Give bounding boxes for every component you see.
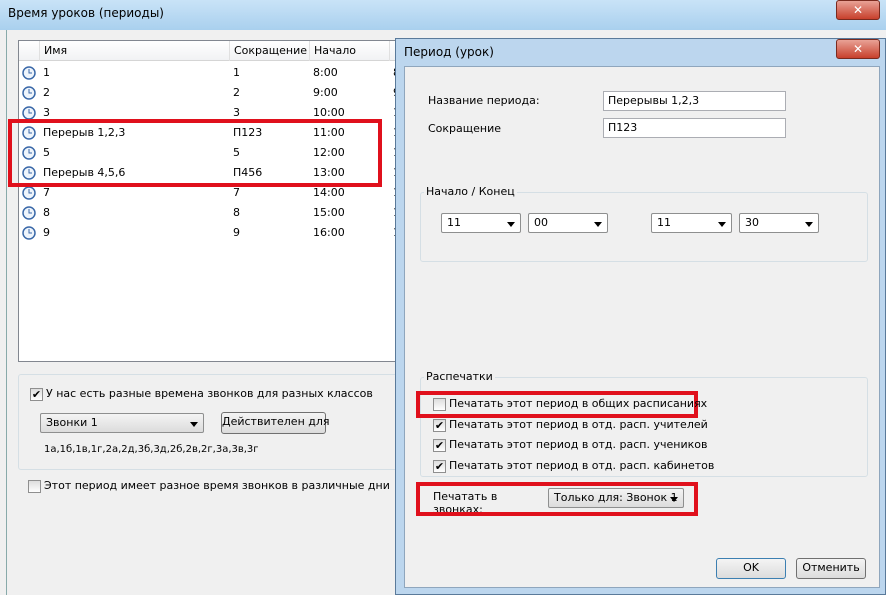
main-title-bar (0, 0, 886, 30)
print-option-checkbox[interactable]: ✔ (433, 418, 446, 432)
clock-icon (22, 106, 36, 120)
print-group (420, 377, 868, 477)
list-cell: 5 (43, 146, 50, 159)
main-title: Время уроков (периоды) (8, 6, 164, 20)
list-cell: 8:00 (313, 66, 338, 79)
cancel-button[interactable]: Отменить (796, 558, 866, 579)
different-bells-label: У нас есть разные времена звонков для ра… (46, 387, 373, 400)
print-option-label: Печатать этот период в отд. расп. кабине… (449, 458, 715, 472)
list-cell: 13:00 (313, 166, 345, 179)
list-cell: 2 (233, 86, 240, 99)
list-cell: 2 (43, 86, 50, 99)
clock-icon (22, 86, 36, 100)
time-group-label: Начало / Конец (424, 185, 517, 198)
print-in-bells-select[interactable]: Только для: Звонок 1 (548, 488, 684, 508)
dialog-title: Период (урок) (404, 45, 494, 59)
list-cell: 14:00 (313, 186, 345, 199)
list-cell: 1 (43, 66, 50, 79)
list-cell: 7 (233, 186, 240, 199)
main-close-button[interactable]: ✕ (836, 0, 880, 20)
start-minute-select[interactable]: 00 (528, 213, 608, 233)
clock-icon (22, 66, 36, 80)
different-days-label: Этот период имеет разное время звонков в… (44, 479, 390, 492)
list-cell: 8 (43, 206, 50, 219)
print-option-checkbox[interactable]: ✔ (433, 459, 446, 473)
column-header[interactable]: Имя (39, 41, 229, 61)
name-label: Название периода: (428, 94, 540, 107)
list-cell: 11:00 (313, 126, 345, 139)
bells-select[interactable]: Звонки 1 (40, 413, 204, 433)
list-cell: 15:00 (313, 206, 345, 219)
classes-text: 1а,1б,1в,1г,2а,2д,3б,3д,2б,2в,2г,3а,3в,3… (44, 444, 259, 455)
print-option-label: Печатать этот период в отд. расп. учител… (449, 417, 708, 431)
end-hour-select[interactable]: 11 (651, 213, 732, 233)
clock-icon (22, 146, 36, 160)
clock-icon (22, 206, 36, 220)
start-hour-select[interactable]: 11 (441, 213, 521, 233)
different-bells-checkbox[interactable]: ✔ (30, 388, 43, 401)
list-cell: 8 (233, 206, 240, 219)
list-cell: 9 (43, 226, 50, 239)
different-days-checkbox[interactable] (28, 480, 41, 493)
short-input[interactable]: П123 (603, 118, 786, 138)
print-in-bells-label: Печатать в звонках: (433, 490, 498, 514)
list-cell: 3 (43, 106, 50, 119)
print-option-checkbox[interactable]: ✔ (433, 439, 446, 452)
clock-icon (22, 186, 36, 200)
clock-icon (22, 166, 36, 180)
list-cell: 5 (233, 146, 240, 159)
ok-button[interactable]: OK (716, 558, 786, 579)
highlight-rows (8, 119, 382, 187)
dialog-close-button[interactable]: ✕ (836, 39, 880, 59)
list-cell: П123 (233, 126, 263, 139)
list-cell: 10:00 (313, 106, 345, 119)
end-minute-select[interactable]: 30 (739, 213, 819, 233)
clock-icon (22, 226, 36, 240)
period-list: ИмяСокращениеНачалоК118:008229:0093310:0… (18, 40, 398, 362)
list-cell: П456 (233, 166, 263, 179)
list-cell: Перерыв 1,2,3 (43, 126, 126, 139)
column-header[interactable]: Сокращение (229, 41, 309, 61)
column-header[interactable]: Начало (309, 41, 389, 61)
time-group (420, 192, 868, 262)
list-cell: 12:00 (313, 146, 345, 159)
print-option-checkbox[interactable] (433, 398, 446, 411)
list-cell: 16:00 (313, 226, 345, 239)
list-cell: 9 (233, 226, 240, 239)
print-group-label: Распечатки (424, 370, 495, 383)
highlight-print-option (416, 391, 698, 418)
list-cell: 1 (233, 66, 240, 79)
clock-icon (22, 126, 36, 140)
name-input[interactable]: Перерывы 1,2,3 (603, 91, 786, 111)
highlight-print-in-bells (416, 482, 698, 516)
valid-for-button[interactable]: Действителен для (221, 412, 330, 434)
list-cell: 7 (43, 186, 50, 199)
list-cell: 9:00 (313, 86, 338, 99)
print-option-label: Печатать этот период в общих расписаниях (449, 397, 708, 410)
print-option-label: Печатать этот период в отд. расп. ученик… (449, 438, 708, 451)
short-label: Сокращение (428, 122, 502, 135)
list-cell: Перерыв 4,5,6 (43, 166, 126, 179)
list-cell: 3 (233, 106, 240, 119)
list-header (19, 41, 397, 61)
